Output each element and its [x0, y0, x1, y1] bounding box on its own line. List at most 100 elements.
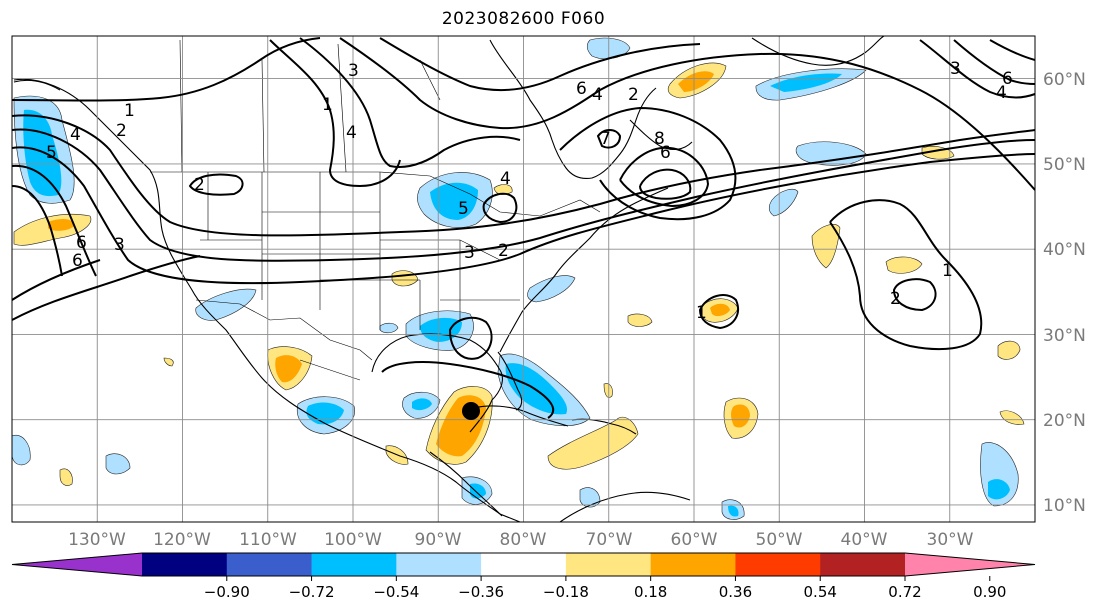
border-us-canada: [150, 171, 601, 217]
shaded-regions: [12, 37, 1025, 520]
shade-region: [505, 363, 568, 415]
contour-label: 1: [124, 101, 135, 121]
colorbar-swatch: [396, 553, 482, 576]
lon-tick-label: 80°W: [500, 530, 547, 550]
colorbar-tick-label: −0.90: [204, 583, 250, 601]
lat-tick-label: 40°N: [1043, 240, 1086, 260]
contour-label: 1: [696, 303, 707, 323]
coastline-centralamerica: [429, 451, 503, 517]
shade-region: [988, 479, 1010, 500]
lat-tick-label: 60°N: [1043, 70, 1086, 90]
contour-line: [12, 114, 1035, 237]
contour-line: [559, 106, 737, 221]
lat-tick-label: 10°N: [1043, 496, 1086, 516]
colorbar-tick-label: −0.36: [458, 583, 504, 601]
contour-lines: [12, 37, 1035, 419]
contour-label: 5: [458, 199, 469, 219]
colorbar-swatch: [820, 553, 906, 576]
contour-line: [989, 39, 1035, 61]
border-canada: [337, 43, 347, 173]
colorbar-swatch: [650, 553, 736, 576]
colorbar-tick-label: 0.18: [634, 583, 667, 601]
colorbar-swatch: [226, 553, 313, 576]
contour-line: [596, 129, 622, 149]
lon-tick-label: 60°W: [671, 530, 718, 550]
coastlines: [13, 36, 885, 522]
contour-line: [12, 255, 201, 321]
contour-label: 8: [654, 129, 665, 149]
contour-label: 4: [346, 123, 357, 143]
contour-label: 1: [322, 95, 333, 115]
shade-region: [678, 71, 714, 92]
contour-line: [299, 37, 521, 168]
contour-label: 4: [70, 125, 81, 145]
contour-label: 6: [660, 143, 671, 163]
colorbar-swatch: [481, 553, 567, 576]
lon-tick-label: 40°W: [841, 530, 888, 550]
shade-region: [999, 410, 1025, 425]
map-frame: [11, 35, 1036, 523]
shade-region: [48, 218, 75, 231]
contour-line: [698, 294, 739, 330]
map-title: 2023082600 F060: [441, 9, 606, 29]
colorbar-tick-label: 0.90: [973, 583, 1006, 601]
contour-line: [188, 173, 244, 196]
contour-line: [619, 146, 710, 208]
shade-region: [275, 355, 302, 383]
shade-region: [547, 416, 639, 470]
shade-region: [627, 313, 653, 327]
contour-line: [12, 128, 1035, 262]
lon-tick-label: 130°W: [68, 530, 126, 550]
contour-line: [448, 316, 493, 360]
contour-line: [12, 164, 97, 277]
colorbar-tick-label: −0.18: [543, 583, 589, 601]
lat-tick-label: 30°N: [1043, 326, 1086, 346]
coastline-gulf: [371, 333, 503, 433]
contour-label: 2: [194, 175, 205, 195]
shade-region: [379, 322, 399, 334]
colorbar-swatch: [565, 553, 652, 576]
shade-region: [710, 303, 730, 317]
colorbar-tick-label: 0.36: [719, 583, 752, 601]
contour-line: [919, 39, 1035, 99]
contour-line: [379, 37, 701, 92]
contour-line: [269, 39, 401, 188]
contour-label: 3: [464, 243, 475, 263]
shade-region: [493, 184, 513, 195]
contour-line: [482, 192, 518, 224]
shade-region: [770, 73, 842, 92]
colorbar-swatch: [142, 553, 228, 576]
shade-region: [885, 256, 923, 274]
colorbar: −0.90 −0.72 −0.54 −0.36 −0.18 0.18 0.36 0.54 0.7…: [11, 552, 1036, 601]
shade-region: [470, 483, 486, 499]
contour-label: 6: [576, 79, 587, 99]
colorbar-outline: [11, 552, 1036, 577]
lat-tick-label: 50°N: [1043, 155, 1086, 175]
coastline-west: [13, 78, 521, 522]
colorbar-extension-low: [12, 553, 142, 576]
colorbar-swatch: [311, 553, 397, 576]
border-mexico: [299, 359, 361, 381]
shade-region: [195, 288, 257, 321]
shade-region: [59, 468, 73, 486]
lat-tick-label: 20°N: [1043, 411, 1086, 431]
shade-region: [728, 505, 739, 517]
shade-region: [105, 453, 131, 475]
shade-region: [163, 357, 174, 367]
contour-line: [339, 37, 1035, 191]
contour-label: 1: [942, 261, 953, 281]
border-us-mexico: [195, 299, 373, 361]
contour-label: 2: [890, 289, 901, 309]
lat-tick-labels: 10°N 20°N 30°N 40°N 50°N 60°N: [1043, 70, 1086, 516]
colorbar-tick-label: 0.54: [804, 583, 837, 601]
shade-region: [12, 434, 31, 466]
shade-region: [811, 224, 841, 269]
shade-region: [768, 188, 799, 217]
coastline-florida: [497, 351, 523, 411]
colorbar-extension-high: [905, 553, 1035, 576]
contour-line: [953, 39, 1035, 85]
coastline-hudson: [489, 39, 657, 180]
contour-line: [381, 361, 555, 419]
contour-label: 2: [116, 121, 127, 141]
